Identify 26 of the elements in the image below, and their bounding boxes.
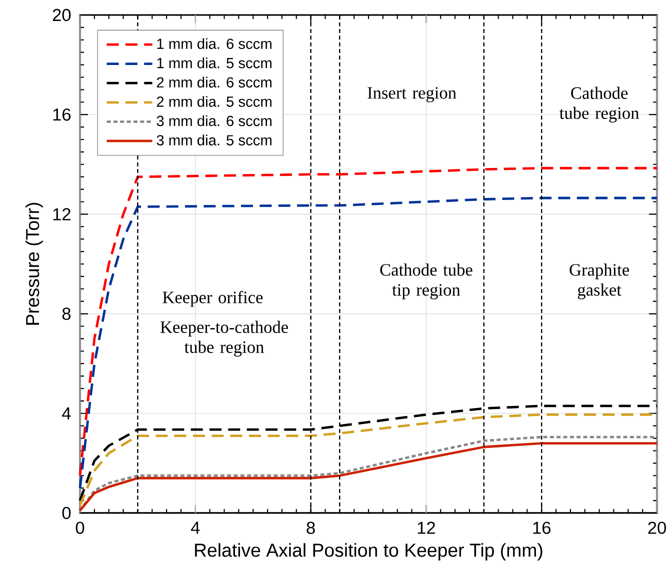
annotation: Graphite gasket [570, 264, 630, 300]
y-tick-label: 8 [62, 308, 71, 320]
y-tick-label: 12 [53, 208, 70, 220]
annotation: Keeper orifice [162, 290, 263, 307]
legend-label: 2 mm dia. 5 sccm [156, 96, 272, 107]
x-tick-label: 16 [533, 522, 550, 534]
x-tick-label: 12 [418, 522, 435, 534]
x-tick-label: 8 [306, 522, 315, 534]
x-tick-label: 0 [76, 522, 84, 534]
annotation: Cathode tube tip region [380, 264, 472, 300]
y-tick-label: 20 [52, 8, 71, 22]
legend-label: 1 mm dia. 5 sccm [157, 58, 272, 68]
annotation: Insert region [368, 87, 456, 102]
y-tick-label: 16 [53, 108, 71, 121]
y-tick-label: 0 [62, 506, 71, 520]
annotation: Cathode tube region [560, 86, 639, 123]
legend-label: 3 mm dia. 5 sccm [156, 134, 272, 146]
legend-label: 1 mm dia. 6 sccm [157, 38, 272, 49]
x-tick-label: 4 [190, 522, 200, 534]
y-tick-label: 4 [62, 407, 71, 420]
y-axis-title: Pressure (Torr) [25, 202, 43, 325]
x-axis-title: Relative Axial Position to Keeper Tip (mm) [195, 543, 542, 561]
x-tick-label: 20 [648, 522, 666, 534]
legend-label: 3 mm dia. 6 sccm [156, 115, 272, 126]
annotation: Keeper-to-cathode tube region [160, 320, 288, 357]
legend-label: 2 mm dia. 6 sccm [156, 76, 272, 88]
